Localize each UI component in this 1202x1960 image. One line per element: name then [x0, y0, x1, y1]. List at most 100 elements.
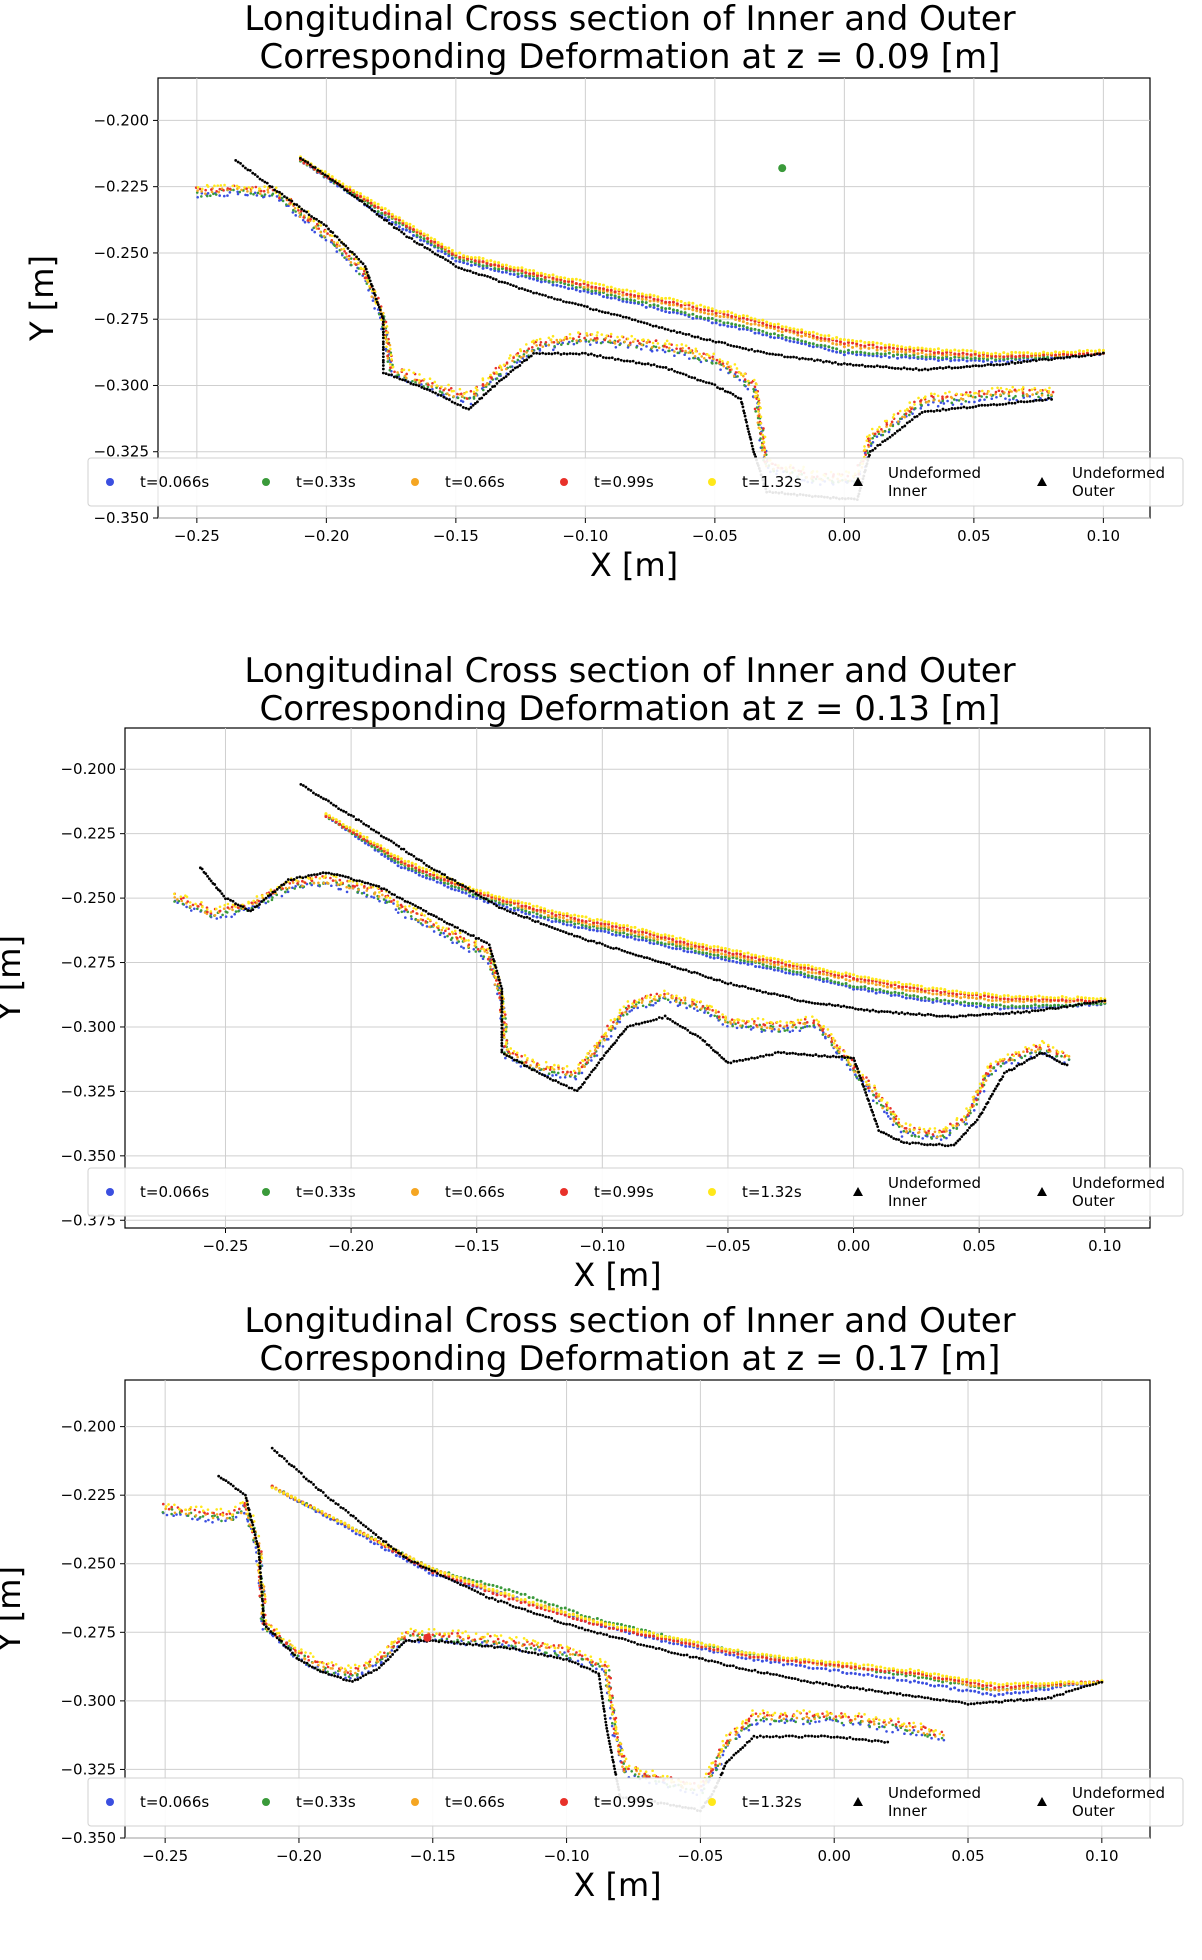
data-point	[381, 348, 385, 352]
data-point	[640, 300, 644, 304]
data-point	[381, 893, 384, 897]
data-point	[588, 343, 592, 346]
data-point	[696, 1009, 699, 1013]
data-point	[495, 987, 499, 990]
data-point	[747, 430, 751, 434]
data-point	[434, 921, 438, 925]
data-point	[706, 1007, 709, 1010]
data-point	[381, 340, 385, 344]
data-point	[579, 303, 583, 307]
data-point	[391, 363, 394, 367]
data-point	[896, 420, 900, 423]
data-point	[447, 246, 451, 250]
data-point	[880, 1097, 884, 1101]
data-point	[881, 433, 885, 437]
data-point	[921, 1137, 925, 1140]
data-point	[381, 364, 385, 367]
data-point	[718, 319, 722, 323]
data-point	[885, 425, 888, 428]
data-point	[543, 272, 547, 276]
data-point	[504, 1023, 507, 1027]
data-point	[1062, 350, 1066, 354]
data-point	[572, 1069, 576, 1073]
data-point	[613, 290, 617, 294]
data-point	[761, 966, 765, 970]
data-point	[375, 212, 379, 216]
data-point	[215, 189, 218, 193]
data-point	[755, 406, 759, 409]
data-point	[565, 1064, 569, 1068]
data-point	[414, 871, 418, 875]
data-point	[803, 1017, 807, 1021]
data-point	[912, 997, 916, 1001]
data-point	[785, 1021, 789, 1024]
data-point	[917, 368, 921, 372]
data-point	[1047, 358, 1050, 362]
data-point	[796, 338, 800, 342]
data-point	[1041, 1003, 1045, 1007]
data-point	[462, 261, 466, 265]
x-tick-label: −0.25	[174, 527, 220, 545]
data-point	[516, 365, 519, 369]
data-point	[883, 343, 887, 347]
data-point	[811, 342, 815, 346]
data-point	[409, 382, 413, 385]
data-point	[462, 258, 466, 262]
data-point	[467, 943, 471, 946]
data-point	[447, 398, 451, 402]
data-point	[916, 352, 920, 356]
data-point	[387, 342, 390, 345]
data-point	[473, 402, 477, 405]
data-point	[745, 314, 749, 318]
data-point	[421, 918, 425, 922]
data-point	[511, 359, 514, 363]
data-point	[726, 315, 730, 319]
data-point	[910, 1134, 914, 1137]
data-point	[755, 1023, 758, 1027]
data-point	[544, 340, 548, 344]
data-point	[898, 428, 902, 432]
data-point	[625, 935, 629, 939]
data-point	[800, 328, 804, 332]
data-point	[899, 1130, 903, 1134]
data-point	[450, 930, 454, 934]
data-point	[431, 250, 434, 254]
data-point	[730, 1018, 734, 1021]
data-point	[769, 965, 773, 969]
data-point	[458, 387, 462, 391]
data-point	[512, 268, 516, 272]
data-point	[656, 304, 660, 308]
data-point	[485, 261, 489, 265]
data-point	[293, 206, 297, 210]
data-point	[726, 343, 730, 347]
data-point	[1093, 349, 1097, 353]
data-point	[904, 355, 908, 359]
data-point	[971, 364, 975, 368]
data-point	[966, 1113, 969, 1117]
data-point	[920, 368, 924, 372]
data-point	[889, 1117, 892, 1121]
data-point	[609, 332, 613, 336]
data-point	[770, 1029, 774, 1033]
data-point	[690, 944, 694, 948]
data-point	[511, 1051, 515, 1055]
data-point	[460, 267, 464, 270]
data-point	[951, 1124, 955, 1127]
data-point	[337, 238, 341, 242]
data-point	[877, 432, 881, 436]
data-point	[321, 172, 325, 175]
data-point	[1022, 354, 1026, 358]
data-point	[257, 899, 261, 903]
data-point	[605, 285, 609, 289]
data-point	[1014, 355, 1018, 359]
data-point	[456, 403, 460, 406]
data-point	[473, 259, 477, 263]
data-point	[819, 333, 823, 337]
data-point	[561, 341, 565, 345]
data-point	[636, 300, 640, 304]
data-point	[776, 329, 780, 333]
data-point	[440, 391, 444, 394]
data-point	[911, 368, 915, 371]
data-point	[706, 312, 710, 316]
data-point	[601, 1045, 605, 1048]
